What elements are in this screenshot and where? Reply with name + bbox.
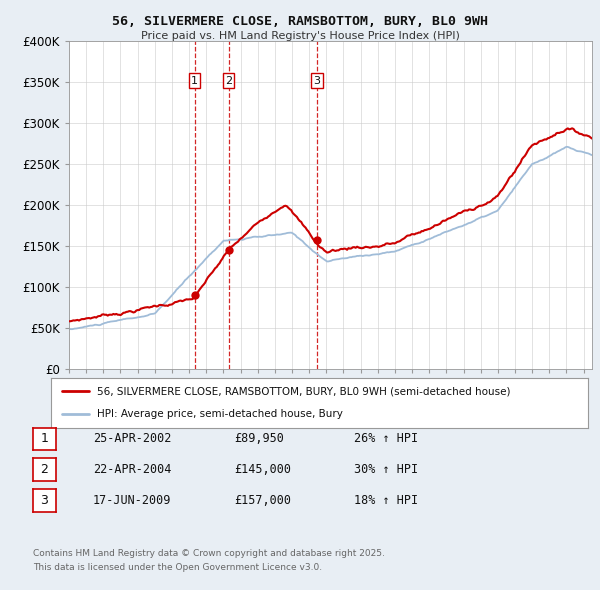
Text: 56, SILVERMERE CLOSE, RAMSBOTTOM, BURY, BL0 9WH: 56, SILVERMERE CLOSE, RAMSBOTTOM, BURY, … — [112, 15, 488, 28]
Text: 22-APR-2004: 22-APR-2004 — [93, 463, 172, 476]
Text: £157,000: £157,000 — [234, 494, 291, 507]
Text: 2: 2 — [225, 76, 232, 86]
Text: £145,000: £145,000 — [234, 463, 291, 476]
Text: 17-JUN-2009: 17-JUN-2009 — [93, 494, 172, 507]
Text: 1: 1 — [191, 76, 198, 86]
Text: This data is licensed under the Open Government Licence v3.0.: This data is licensed under the Open Gov… — [33, 563, 322, 572]
Text: Contains HM Land Registry data © Crown copyright and database right 2025.: Contains HM Land Registry data © Crown c… — [33, 549, 385, 558]
Text: Price paid vs. HM Land Registry's House Price Index (HPI): Price paid vs. HM Land Registry's House … — [140, 31, 460, 41]
Text: 3: 3 — [314, 76, 320, 86]
Text: HPI: Average price, semi-detached house, Bury: HPI: Average price, semi-detached house,… — [97, 409, 343, 419]
Text: 1: 1 — [40, 432, 49, 445]
Text: 3: 3 — [40, 494, 49, 507]
Text: £89,950: £89,950 — [234, 432, 284, 445]
Text: 26% ↑ HPI: 26% ↑ HPI — [354, 432, 418, 445]
Text: 30% ↑ HPI: 30% ↑ HPI — [354, 463, 418, 476]
Text: 56, SILVERMERE CLOSE, RAMSBOTTOM, BURY, BL0 9WH (semi-detached house): 56, SILVERMERE CLOSE, RAMSBOTTOM, BURY, … — [97, 386, 510, 396]
Text: 18% ↑ HPI: 18% ↑ HPI — [354, 494, 418, 507]
Text: 25-APR-2002: 25-APR-2002 — [93, 432, 172, 445]
Text: 2: 2 — [40, 463, 49, 476]
